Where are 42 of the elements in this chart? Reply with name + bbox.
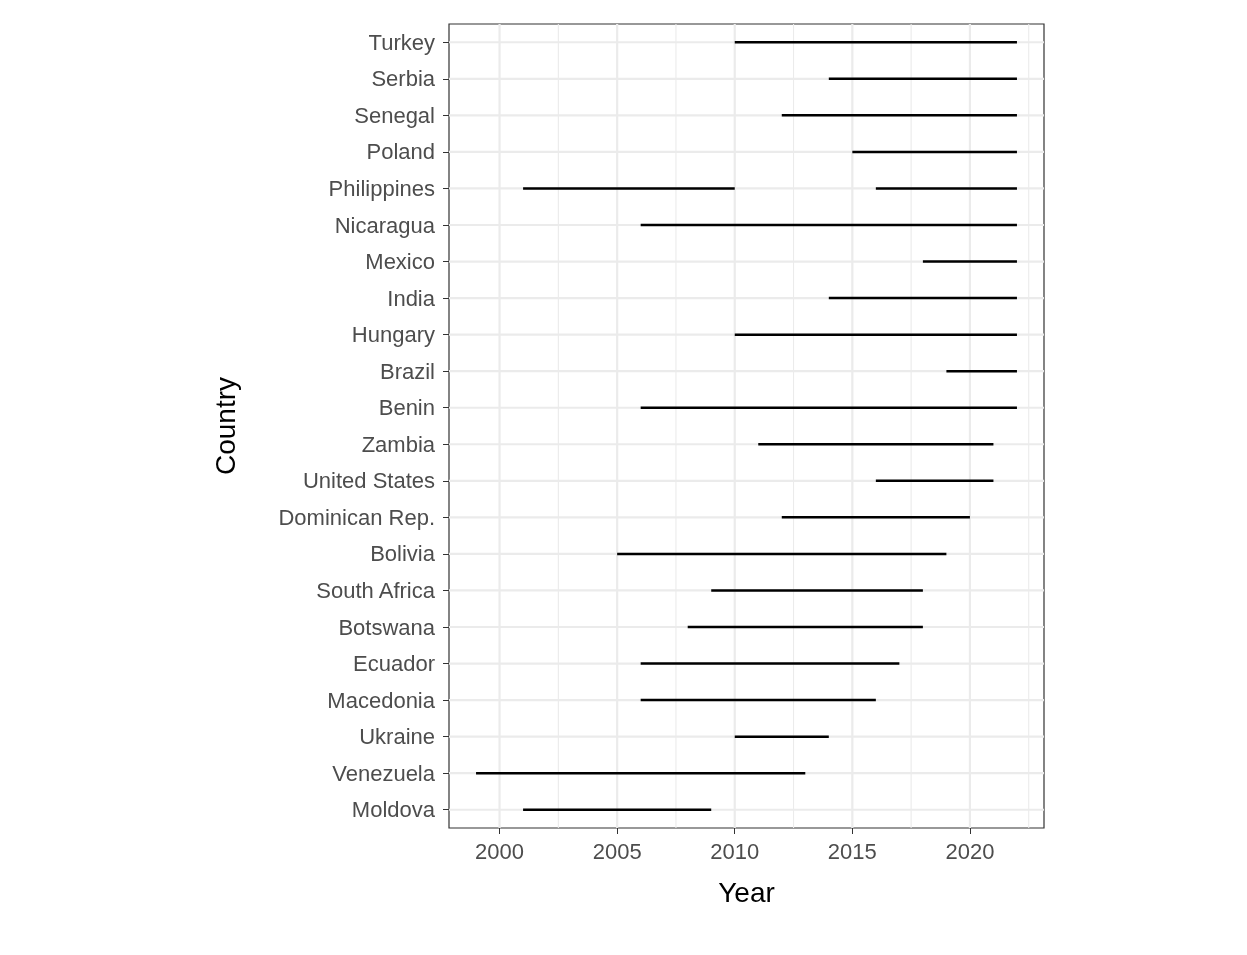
y-tick-label: Serbia [371, 66, 436, 92]
bar [922, 260, 1017, 263]
bar [523, 808, 712, 811]
x-tick-label: 2000 [475, 838, 525, 864]
y-tick-label: India [387, 285, 436, 311]
bar [640, 406, 1017, 409]
y-tick-label: Moldova [351, 797, 436, 823]
bar [640, 662, 900, 665]
x-tick-label: 2015 [827, 838, 877, 864]
y-axis-title: Country [209, 376, 241, 476]
y-tick-label: Turkey [368, 29, 435, 55]
bar [734, 735, 829, 738]
y-tick-label: United States [302, 468, 435, 494]
y-tick-label: Bolivia [370, 541, 436, 567]
bar [781, 114, 1017, 117]
bar [734, 333, 1017, 336]
y-tick-label: South Africa [316, 577, 436, 603]
x-tick-label: 2005 [592, 838, 642, 864]
bar [734, 41, 1017, 44]
bar [781, 516, 970, 519]
y-tick-label: Senegal [354, 102, 435, 128]
y-tick-label: Philippines [328, 175, 435, 201]
y-tick-label: Macedonia [327, 687, 436, 713]
y-tick-label: Mexico [365, 249, 435, 275]
y-tick-label: Dominican Rep. [278, 504, 435, 530]
y-tick-label: Botswana [338, 614, 436, 640]
bar [875, 187, 1017, 190]
y-tick-label: Zambia [361, 431, 436, 457]
bar [523, 187, 735, 190]
x-axis-title: Year [718, 876, 775, 908]
bar [711, 589, 923, 592]
y-tick-label: Nicaragua [334, 212, 436, 238]
y-tick-label: Poland [366, 139, 435, 165]
bar [758, 443, 994, 446]
y-tick-label: Hungary [351, 322, 435, 348]
x-tick-label: 2010 [710, 838, 760, 864]
x-tick-label: 2020 [945, 838, 995, 864]
y-tick-label: Brazil [379, 358, 435, 384]
y-tick-label: Ukraine [359, 724, 435, 750]
y-tick-label: Venezuela [332, 760, 436, 786]
y-tick-label: Benin [378, 395, 435, 421]
y-tick-label: Ecuador [353, 651, 435, 677]
